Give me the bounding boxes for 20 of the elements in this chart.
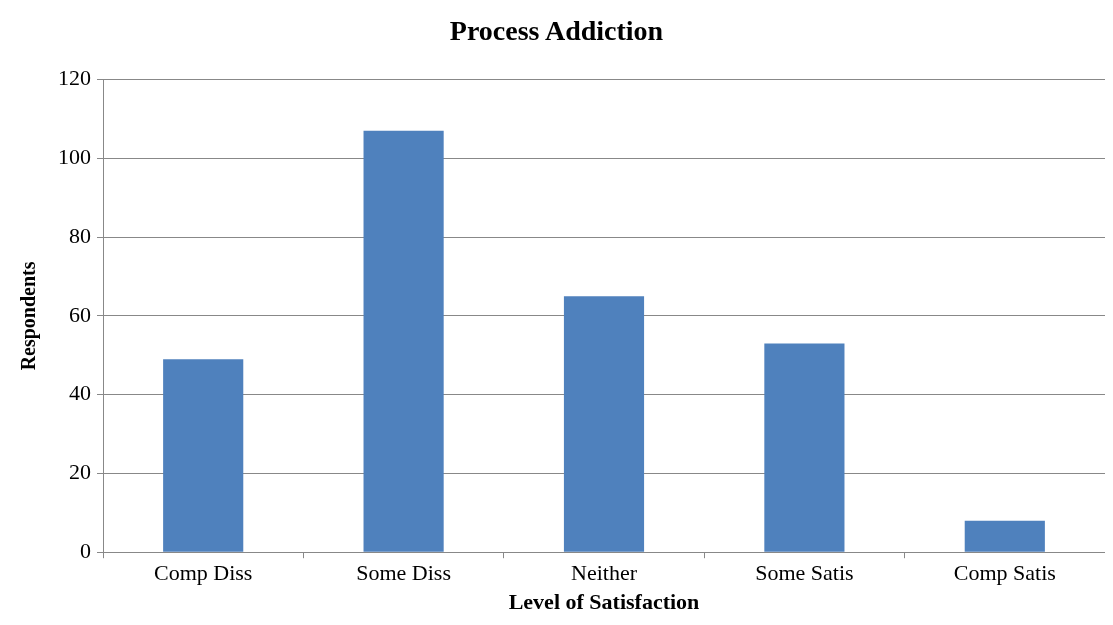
y-tick-label: 20: [69, 459, 91, 485]
bar: [163, 359, 244, 552]
bar: [764, 343, 845, 552]
x-tick-label: Neither: [571, 560, 638, 586]
y-tick-label: 100: [58, 144, 91, 170]
x-tick-label: Some Satis: [755, 560, 854, 586]
y-tick-label: 80: [69, 222, 91, 248]
x-axis-title: Level of Satisfaction: [508, 589, 700, 615]
y-tick-label: 40: [69, 380, 91, 406]
x-tick-label: Some Diss: [356, 560, 451, 586]
y-axis-title: Respondents: [17, 261, 41, 371]
y-tick-label: 120: [58, 65, 91, 91]
bar: [964, 520, 1045, 552]
bar: [363, 130, 444, 552]
x-tick-label: Comp Diss: [153, 560, 253, 586]
y-tick-label: 0: [80, 537, 91, 563]
y-tick-label: 60: [69, 301, 91, 327]
chart-title: Process Addiction: [449, 15, 664, 47]
bar: [563, 296, 645, 552]
x-tick-label: Comp Satis: [953, 560, 1056, 586]
